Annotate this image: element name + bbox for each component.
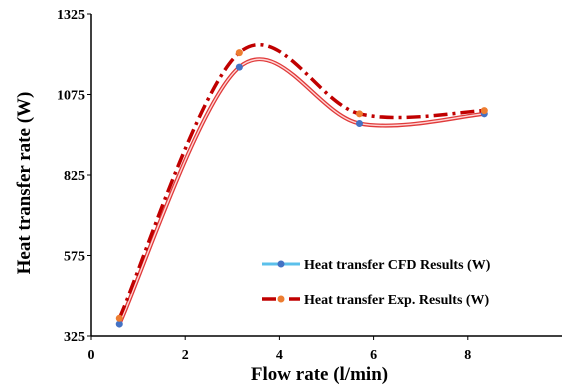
series-cfd-line-outer [117, 57, 485, 325]
axes [87, 13, 562, 340]
y-tick-label: 1325 [57, 8, 85, 23]
x-tick-label: 8 [464, 348, 471, 363]
legend-marker-exp [277, 295, 285, 303]
legend-label-exp: Heat transfer Exp. Results (W) [304, 293, 490, 308]
legend-label-cfd: Heat transfer CFD Results (W) [304, 258, 491, 273]
series-exp-point [235, 49, 243, 57]
x-tick-label: 0 [88, 348, 95, 363]
x-tick-label: 6 [370, 348, 377, 363]
tick-labels: 325 575 825 1075 1325 0 2 4 6 8 [57, 8, 471, 363]
legend-item-cfd: Heat transfer CFD Results (W) [262, 258, 491, 273]
series-cfd-point [355, 119, 363, 127]
series-cfd-line-inner [118, 58, 485, 325]
series-layer [115, 43, 488, 328]
y-axis-title: Heat transfer rate (W) [14, 92, 35, 275]
y-tick-label: 325 [64, 330, 85, 345]
legend-marker-cfd [277, 260, 285, 268]
legend: Heat transfer CFD Results (W) Heat trans… [262, 258, 491, 308]
series-exp-point [355, 110, 363, 118]
y-tick-label: 825 [64, 169, 85, 184]
series-exp-point [115, 314, 123, 322]
x-tick-label: 2 [182, 348, 189, 363]
series-exp-point [480, 107, 488, 115]
series-cfd-point [235, 63, 243, 71]
series-exp-line [117, 43, 485, 320]
legend-item-exp: Heat transfer Exp. Results (W) [262, 293, 490, 308]
x-tick-label: 4 [276, 348, 283, 363]
y-tick-label: 1075 [57, 89, 85, 104]
y-tick-label: 575 [64, 250, 85, 265]
series-cfd-point [115, 320, 123, 328]
x-axis-title: Flow rate (l/min) [251, 364, 388, 385]
